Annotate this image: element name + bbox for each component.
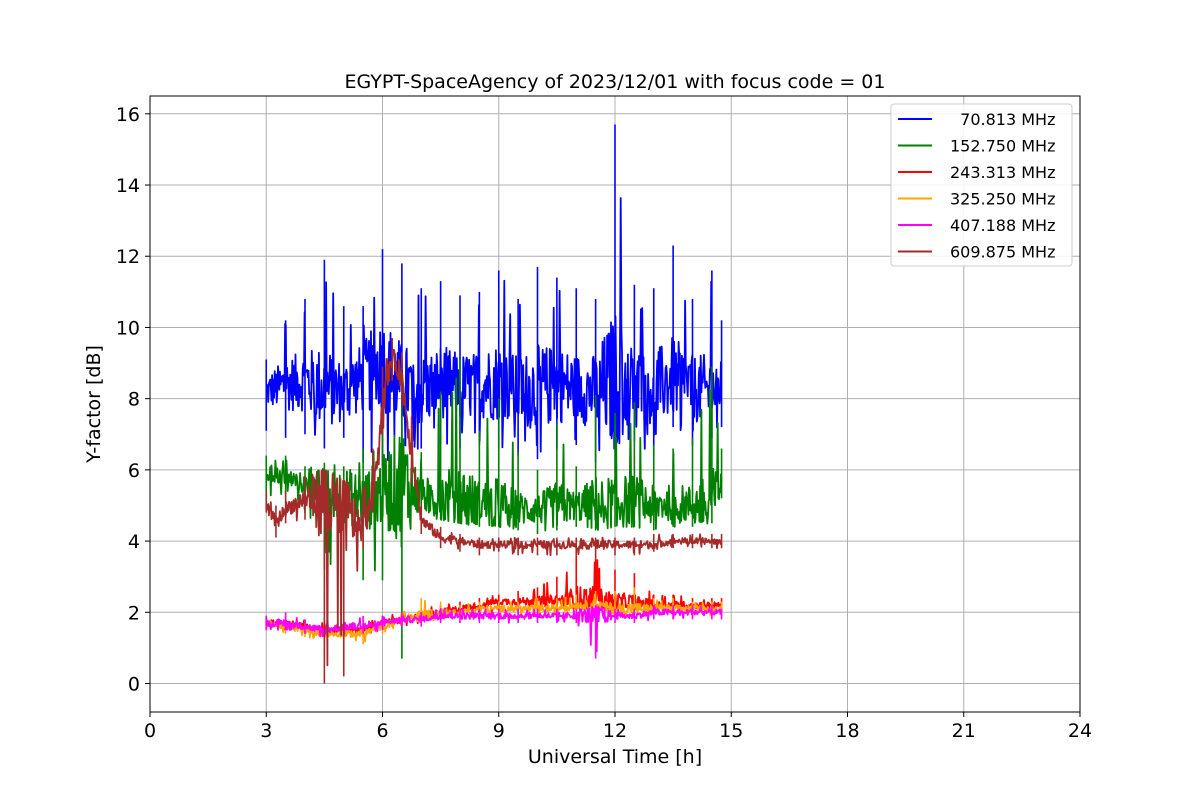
x-tick-label: 0 [144,720,156,742]
y-tick-label: 2 [128,602,140,624]
legend-label: 325.250 MHz [950,190,1055,209]
y-tick-label: 10 [116,317,140,339]
legend-label: 407.188 MHz [950,216,1055,235]
y-tick-label: 16 [116,104,140,126]
x-tick-label: 12 [603,720,627,742]
series-line-4 [265,605,723,653]
y-tick-label: 12 [116,246,140,268]
x-tick-label: 9 [493,720,505,742]
series-group [265,124,723,684]
legend-label: 70.813 MHz [950,110,1055,129]
x-tick-label: 24 [1068,720,1092,742]
y-axis-label: Y-factor [dB] [83,345,105,464]
x-axis: 0 3 6 9 12 15 18 21 24 [144,712,1092,742]
y-tick-label: 14 [116,175,140,197]
series-line-3 [265,593,723,643]
y-tick-label: 0 [128,674,140,696]
x-tick-label: 15 [719,720,743,742]
legend-label: 609.875 MHz [950,243,1055,262]
x-tick-label: 6 [376,720,388,742]
chart-title: EGYPT-SpaceAgency of 2023/12/01 with foc… [345,71,886,93]
legend-label: 243.313 MHz [950,163,1055,182]
legend: 70.813 MHz 152.750 MHz 243.313 MHz 325.250 … [890,103,1073,267]
legend-box [890,103,1073,267]
series-line-5 [265,348,723,667]
y-tick-label: 4 [128,531,140,553]
y-tick-label: 6 [128,460,140,482]
y-axis: 0 2 4 6 8 10 12 14 16 [116,104,150,696]
legend-label: 152.750 MHz [950,137,1055,156]
y-tick-label: 8 [128,389,140,411]
x-axis-label: Universal Time [h] [528,746,702,768]
series-line-0 [265,197,723,462]
x-tick-label: 18 [835,720,859,742]
x-tick-label: 21 [952,720,976,742]
x-tick-label: 3 [260,720,272,742]
